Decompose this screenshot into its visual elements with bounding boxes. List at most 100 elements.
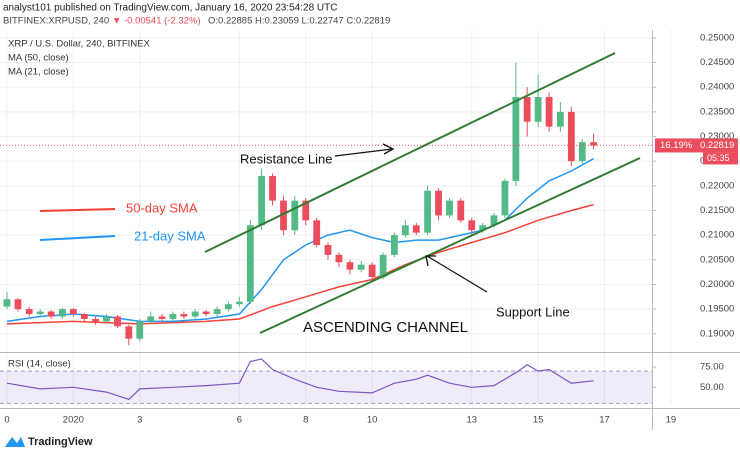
y-tick-label: 0.23000 [700,131,734,142]
candle-body [424,190,431,233]
annotation: 50-day SMA [126,200,198,215]
countdown-box [703,152,738,165]
candle-body [490,215,498,226]
candle-body [246,225,254,302]
moving-average [6,203,594,325]
candle-body [479,225,487,231]
chart-title: XRP / U.S. Dollar, 240, BITFINEX [8,39,151,50]
candle-body [468,220,476,231]
sma21-legend-line [39,235,116,241]
candle-body [14,299,22,310]
candle-body [368,264,376,278]
legend-entry: MA (21, close) [8,67,69,78]
candle-body [25,309,33,315]
candle-body [92,318,100,322]
candle-body [390,235,398,255]
arrow-head [425,255,436,267]
arrow [334,148,393,157]
symbol: BITFINEX:XRPUSD, 240 [3,16,109,27]
candle-body [324,244,332,255]
candle-body [590,142,597,146]
y-tick-label: 0.21000 [700,230,734,241]
sma50-legend-line [39,208,116,212]
x-tick-label: 19 [666,415,677,426]
y-tick-label: 0.21500 [700,205,734,216]
candle-body [80,314,88,319]
x-tick-label: 6 [237,415,242,426]
legend: MA (50, close) MA (21, close) [8,53,69,78]
candle-body [103,316,110,322]
candle-body [446,200,453,216]
candle-body [180,314,188,317]
candle-body [545,97,553,127]
x-tick-label: 0 [4,415,9,426]
resistance-line [204,52,616,253]
price-change-label: 16.19% [660,140,693,151]
candle-body [501,180,509,216]
candle-body [47,311,55,317]
x-tick-label: 13 [466,415,477,426]
candle-body [280,200,287,231]
rsi-title: RSI (14, close) [8,359,71,370]
candle-body [302,200,310,221]
y-tick-label: 0.19500 [700,304,734,315]
candle-body [59,309,66,317]
rsi-line [6,358,594,401]
candle-body [556,111,564,127]
candle-body [346,262,354,270]
y-tick-label: 0.24500 [700,57,734,68]
candle-body [235,301,243,305]
x-tick-label: 3 [137,415,142,426]
annotation: Resistance Line [240,151,333,166]
candle-body [379,254,387,278]
candle-body [225,304,232,310]
candle-body [147,316,155,322]
candle-body [69,309,77,315]
candle-body [357,264,365,270]
candle-body [36,311,44,315]
legend-entry: MA (50, close) [8,53,69,64]
candle-body [401,225,409,236]
x-tick-label: 17 [599,415,610,426]
y-tick-label: 0.20500 [700,254,734,265]
candle-body [457,200,465,221]
candle-body [313,220,321,245]
candle-body [169,314,177,319]
x-tick-label: 8 [303,415,308,426]
plot [0,62,652,404]
candle-body [291,200,299,231]
y-tick-label: 0.24000 [700,82,734,93]
change: -0.00541 (-2.32%) [124,16,201,27]
moving-average [6,158,594,323]
x-tick-label: 2020 [63,415,84,426]
published: analyst101 published on TradingView.com,… [3,3,337,14]
x-tick-label: 15 [533,415,544,426]
countdown: 05:35 [707,153,730,163]
candle-body [114,316,121,327]
candle-body [3,299,11,307]
arrows [334,143,488,293]
candle-body [523,97,531,122]
price-box [655,138,738,153]
candle-body [269,175,276,201]
annotation: 21-day SMA [134,228,206,243]
y-tick-label: 0.19000 [700,328,734,339]
support-line [259,157,641,334]
candle-body [258,175,265,226]
brand: TradingView [28,436,93,448]
y-tick-label: 0.22000 [700,180,734,191]
logo-icon [5,437,25,447]
rsi-y-tick-label: 50.00 [700,382,724,393]
candle-body [202,311,210,315]
rsi-band [0,371,652,404]
arrow [426,255,488,293]
logo: TradingView [5,436,93,448]
candle-body [567,111,575,162]
rsi-y-tick-label: 75.00 [700,362,724,373]
candle-body [435,190,442,216]
y-tick-label: 0.20000 [700,279,734,290]
arrow-head [382,143,395,155]
candle-body [213,309,221,315]
